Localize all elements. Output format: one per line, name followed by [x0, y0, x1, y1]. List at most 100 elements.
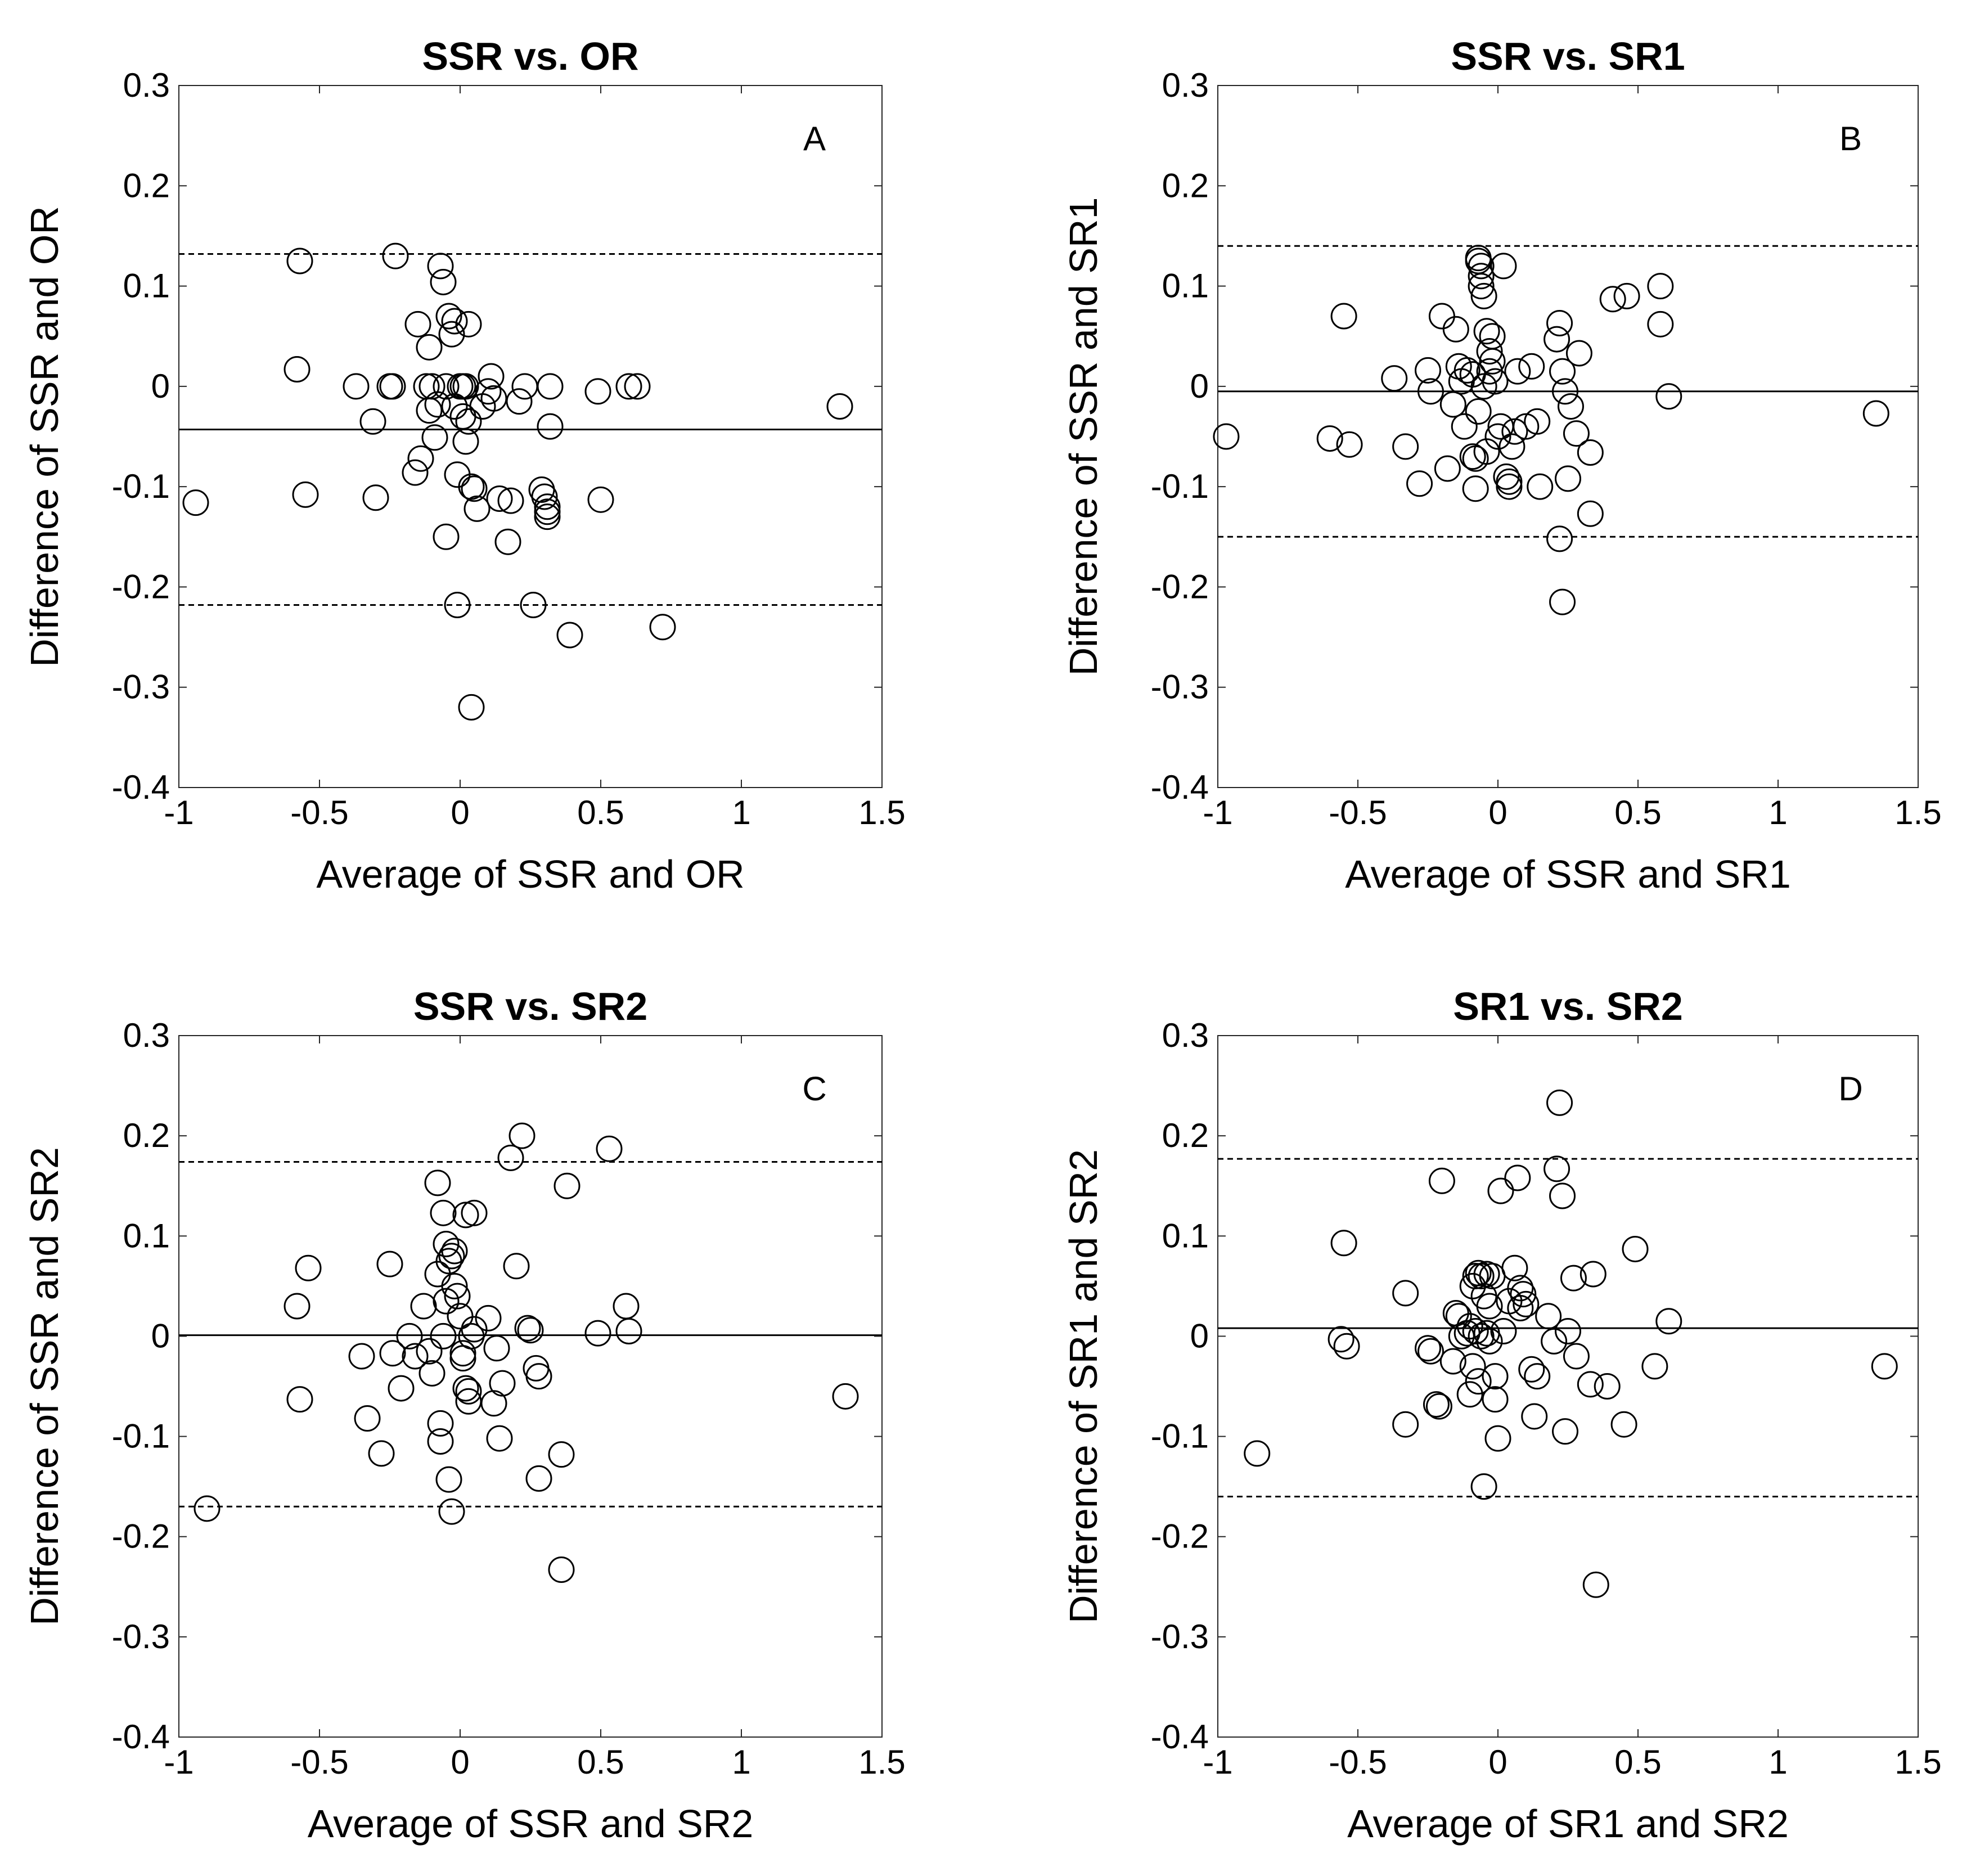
x-tick-label: 1: [732, 794, 750, 831]
data-point: [1647, 273, 1674, 300]
data-point: [416, 1338, 443, 1365]
data-point: [416, 334, 443, 361]
y-tick-label: -0.4: [1151, 1718, 1209, 1756]
data-point: [1439, 1348, 1466, 1375]
data-point: [433, 373, 460, 400]
data-point: [1482, 368, 1509, 395]
data-point: [1392, 1411, 1419, 1438]
data-point: [480, 1390, 507, 1417]
data-point: [1518, 353, 1545, 380]
y-tick-label: -0.2: [112, 568, 170, 605]
data-point: [427, 1428, 454, 1455]
panel-letter: B: [1839, 120, 1862, 158]
data-point: [1468, 1322, 1495, 1349]
x-axis-label: Average of SSR and SR1: [1345, 852, 1791, 896]
y-tick-label: 0.3: [1162, 66, 1209, 104]
data-point: [407, 445, 434, 472]
data-point: [615, 373, 642, 400]
data-point: [194, 1495, 220, 1522]
y-tick-label: 0.1: [1162, 267, 1209, 305]
data-point: [1563, 420, 1590, 447]
data-point: [1871, 1353, 1898, 1380]
data-point: [1610, 1411, 1637, 1438]
data-point: [1546, 310, 1573, 337]
data-point: [379, 373, 406, 400]
data-point: [1476, 1328, 1503, 1355]
data-point: [1552, 378, 1579, 405]
data-point: [444, 592, 471, 619]
data-point: [1462, 475, 1489, 502]
data-point: [1484, 1425, 1511, 1452]
y-tick-label: 0.1: [123, 1217, 170, 1254]
data-point: [1482, 1363, 1509, 1390]
data-point: [537, 413, 564, 440]
data-point: [1476, 1293, 1503, 1320]
data-point: [1501, 1254, 1528, 1281]
x-tick-label: -1: [164, 1743, 194, 1781]
data-point: [1482, 1386, 1509, 1413]
data-point: [441, 1238, 468, 1265]
data-point: [1462, 1318, 1489, 1345]
x-tick-label: 1: [732, 1743, 750, 1781]
y-tick-label: -0.4: [112, 1718, 170, 1756]
y-tick-label: 0.3: [123, 66, 170, 104]
data-point: [396, 1322, 423, 1349]
data-point: [1549, 588, 1576, 615]
data-point: [402, 459, 429, 486]
data-point: [525, 1465, 552, 1492]
data-point: [449, 1340, 476, 1367]
data-point: [404, 311, 431, 338]
x-tick-label: -0.5: [1329, 794, 1387, 831]
y-tick-label: 0: [1190, 367, 1209, 405]
data-point: [489, 1370, 516, 1397]
y-tick-label: -0.4: [112, 768, 170, 806]
y-tick-label: -0.1: [112, 1418, 170, 1455]
data-point: [596, 1135, 623, 1162]
data-point: [433, 1231, 460, 1258]
x-tick-label: -0.5: [1329, 1743, 1387, 1781]
y-axis-label: Difference of SSR and SR1: [1061, 197, 1105, 676]
x-tick-label: -1: [164, 794, 194, 831]
y-tick-label: -0.2: [112, 1518, 170, 1555]
data-point: [379, 1340, 406, 1367]
y-axis-label: Difference of SSR and OR: [22, 206, 66, 667]
x-tick-label: 0.5: [577, 794, 624, 831]
data-point: [433, 1288, 460, 1315]
data-point: [556, 622, 583, 649]
data-point: [1622, 1235, 1649, 1262]
data-point: [1213, 423, 1240, 450]
panel-title: SSR vs. OR: [422, 34, 638, 78]
data-point: [1501, 418, 1528, 445]
data-point: [461, 1199, 488, 1226]
data-point: [1544, 1155, 1570, 1182]
data-point: [1546, 1089, 1573, 1116]
data-point: [1507, 1275, 1534, 1302]
data-point: [1546, 525, 1573, 552]
y-tick-label: 0: [1190, 1317, 1209, 1355]
y-tick-label: 0.1: [123, 267, 170, 305]
x-tick-label: -1: [1203, 1743, 1232, 1781]
data-point: [1498, 433, 1526, 460]
data-point: [584, 1320, 611, 1347]
data-point: [1527, 473, 1554, 500]
data-point: [1513, 1290, 1540, 1317]
data-point: [1513, 413, 1540, 440]
data-point: [1490, 253, 1517, 280]
data-point: [343, 373, 370, 400]
data-point: [382, 242, 409, 269]
data-point: [1417, 378, 1444, 405]
panel-title: SR1 vs. SR2: [1453, 984, 1683, 1028]
data-point: [292, 481, 319, 508]
panel-title: SSR vs. SR2: [413, 984, 647, 1028]
chart-panel-b: -1 -0.5 0 0.5 1 1.5 -0.4 -0.3 -0.2 -0.1 0 0.1 0.2 0.3…: [1061, 34, 1942, 896]
data-point: [624, 373, 651, 400]
y-tick-label: 0.2: [1162, 1117, 1209, 1154]
data-point: [1599, 286, 1626, 313]
data-point: [455, 1378, 482, 1405]
data-point: [452, 428, 479, 455]
data-point: [1392, 1280, 1419, 1307]
data-point: [438, 1243, 465, 1270]
y-tick-label: -0.3: [112, 1618, 170, 1655]
